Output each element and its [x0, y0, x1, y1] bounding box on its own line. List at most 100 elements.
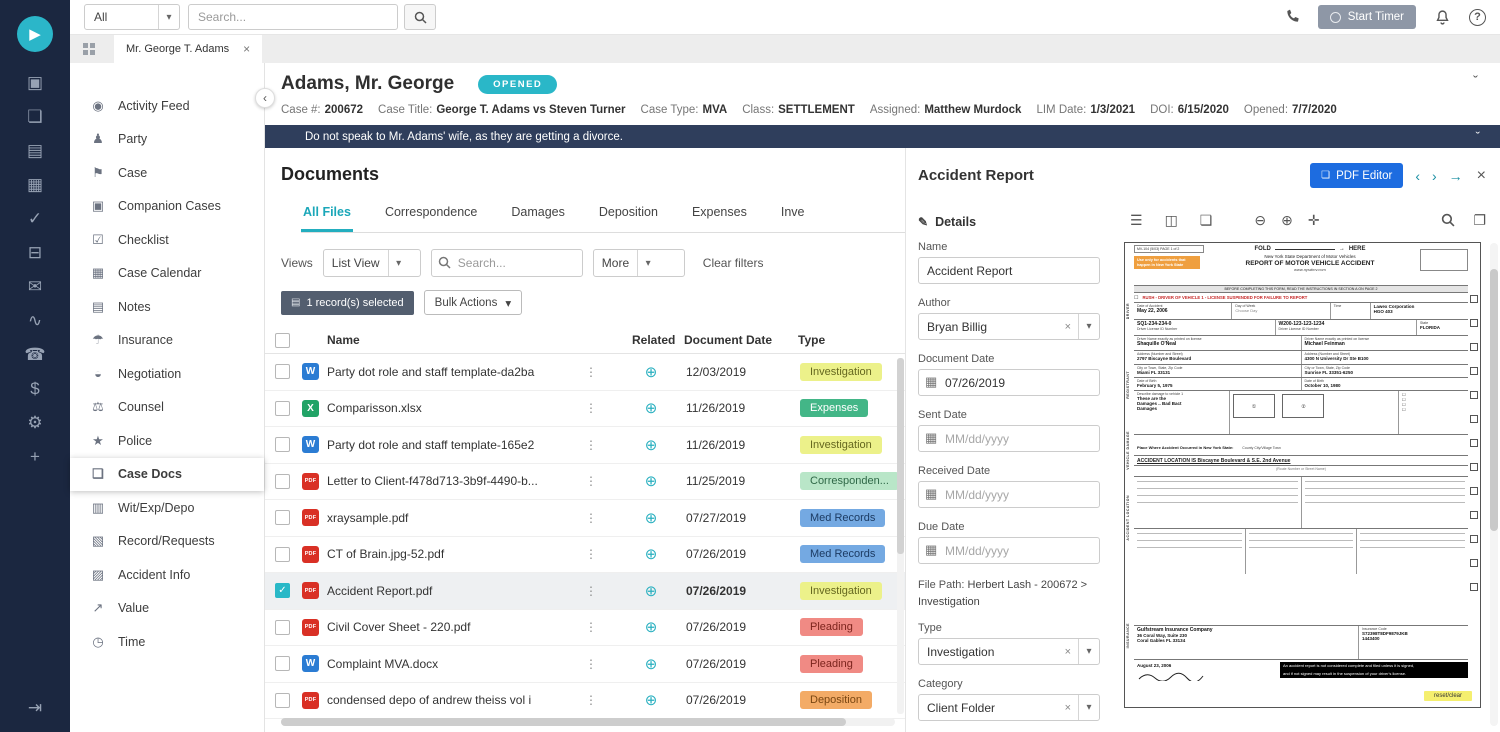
- sidebar-item-insurance[interactable]: ☂ Insurance: [70, 324, 264, 358]
- zoom-in-icon[interactable]: ⊕: [1281, 211, 1293, 228]
- phone-icon[interactable]: [1284, 9, 1300, 25]
- sidebar-item-value[interactable]: ↗ Value: [70, 592, 264, 626]
- sidebar-item-negotiation[interactable]: ◒ Negotiation: [70, 357, 264, 391]
- help-icon[interactable]: ?: [1469, 8, 1486, 26]
- grid-icon[interactable]: [83, 43, 95, 55]
- bell-icon[interactable]: [1434, 9, 1451, 26]
- open-full-icon[interactable]: →: [1448, 167, 1463, 184]
- file-path-value[interactable]: Herbert Lash - 200672 > Investigation: [918, 579, 1088, 609]
- document-name-link[interactable]: Party dot role and staff template-da2ba: [327, 364, 535, 379]
- sidebar-item-activity-feed[interactable]: ◉ Activity Feed: [70, 89, 264, 123]
- row-menu-icon[interactable]: ⋮: [585, 620, 597, 635]
- app-logo[interactable]: ▶: [17, 16, 53, 52]
- close-tab-icon[interactable]: ×: [243, 42, 251, 56]
- chat-icon[interactable]: ✉: [27, 277, 43, 296]
- view-select[interactable]: List View ▾: [322, 249, 421, 277]
- start-timer-button[interactable]: Start Timer: [1317, 5, 1416, 29]
- row-checkbox[interactable]: [275, 400, 290, 416]
- check-circle-icon[interactable]: ✓: [27, 209, 43, 228]
- sidebar-item-police[interactable]: ★ Police: [70, 424, 264, 458]
- row-checkbox[interactable]: [275, 437, 290, 453]
- document-name-link[interactable]: Accident Report.pdf: [327, 583, 433, 598]
- table-row[interactable]: PDF Civil Cover Sheet - 220.pdf ⋮ ⊕ 07/26/20…: [265, 610, 905, 646]
- tab-damages[interactable]: Damages: [511, 205, 565, 219]
- name-input[interactable]: [918, 257, 1100, 284]
- contact-card-icon[interactable]: ▤: [26, 141, 44, 160]
- related-add-icon[interactable]: ⊕: [644, 619, 658, 637]
- pages-icon[interactable]: ❐: [1473, 211, 1486, 228]
- row-checkbox[interactable]: [275, 619, 290, 635]
- table-row[interactable]: W Complaint MVA.docx ⋮ ⊕ 07/26/2019 Pleading: [265, 646, 905, 683]
- reset-clear-button[interactable]: reset/clear: [1423, 691, 1472, 701]
- close-panel-icon[interactable]: ×: [1476, 166, 1486, 184]
- document-name-link[interactable]: Civil Cover Sheet - 220.pdf: [327, 620, 471, 635]
- table-row[interactable]: PDF Letter to Client-f478d713-3b9f-4490-b…: [265, 464, 905, 500]
- document-name-link[interactable]: Party dot role and staff template-165e2: [327, 437, 535, 452]
- row-checkbox[interactable]: [275, 510, 290, 526]
- row-checkbox[interactable]: [275, 473, 290, 489]
- row-checkbox[interactable]: ✓: [275, 583, 290, 599]
- sidebar-item-counsel[interactable]: ⚖ Counsel: [70, 391, 264, 425]
- table-row[interactable]: PDF xraysample.pdf ⋮ ⊕ 07/27/2019 Med Records: [265, 500, 905, 537]
- case-alert-banner[interactable]: Do not speak to Mr. Adams' wife, as they…: [265, 125, 1500, 148]
- briefcase-icon[interactable]: ▣: [26, 73, 44, 92]
- documents-horizontal-scrollbar[interactable]: [281, 718, 895, 726]
- row-menu-icon[interactable]: ⋮: [585, 364, 597, 379]
- row-checkbox[interactable]: [275, 692, 290, 708]
- category-select[interactable]: Client Folder × ▾: [918, 694, 1100, 722]
- sidebar-item-case-docs[interactable]: ❏ Case Docs: [70, 457, 264, 491]
- table-row[interactable]: W Party dot role and staff template-da2ba…: [265, 354, 905, 391]
- row-menu-icon[interactable]: ⋮: [585, 693, 597, 708]
- clear-filters-link[interactable]: Clear filters: [702, 256, 764, 270]
- related-add-icon[interactable]: ⊕: [644, 436, 658, 454]
- sidebar-item-checklist[interactable]: ☑ Checklist: [70, 223, 264, 257]
- related-add-icon[interactable]: ⊕: [644, 582, 658, 600]
- document-name-link[interactable]: Letter to Client-f478d713-3b9f-4490-b...: [327, 474, 538, 489]
- document-name-link[interactable]: CT of Brain.jpg-52.pdf: [327, 547, 445, 562]
- calendar-icon[interactable]: ▦: [26, 175, 44, 194]
- related-add-icon[interactable]: ⊕: [644, 363, 658, 381]
- scope-select[interactable]: All ▾: [84, 4, 180, 30]
- case-tab[interactable]: Mr. George T. Adams ×: [114, 35, 263, 63]
- row-menu-icon[interactable]: ⋮: [585, 656, 597, 671]
- pan-tool-icon[interactable]: ✛: [1307, 211, 1320, 228]
- global-search-input[interactable]: [188, 4, 398, 30]
- zoom-out-icon[interactable]: ⊖: [1254, 211, 1267, 228]
- phone-call-icon[interactable]: ☎: [24, 345, 46, 364]
- document-name-link[interactable]: condensed depo of andrew theiss vol i: [327, 693, 532, 708]
- pdf-editor-button[interactable]: ❏ PDF Editor: [1310, 163, 1404, 188]
- docs-search-input[interactable]: [430, 249, 583, 277]
- row-checkbox[interactable]: [275, 546, 290, 562]
- sidebar-item-case-calendar[interactable]: ▦ Case Calendar: [70, 257, 264, 291]
- collapse-header-icon[interactable]: ˇ: [1473, 73, 1478, 90]
- sidebar-item-companion-cases[interactable]: ▣ Companion Cases: [70, 190, 264, 224]
- tab-all-files[interactable]: All Files: [301, 205, 353, 232]
- logout-icon[interactable]: ⇥: [27, 698, 43, 717]
- sidebar-item-party[interactable]: ♟ Party: [70, 123, 264, 157]
- tab-correspondence[interactable]: Correspondence: [384, 205, 478, 219]
- tab-deposition[interactable]: Deposition: [598, 205, 658, 219]
- type-select[interactable]: Investigation × ▾: [918, 638, 1100, 666]
- document-name-link[interactable]: Complaint MVA.docx: [327, 656, 439, 671]
- row-checkbox[interactable]: [275, 656, 290, 672]
- settings-icon[interactable]: ⚙: [27, 413, 43, 432]
- global-search-button[interactable]: [404, 4, 436, 30]
- documents-vertical-scrollbar[interactable]: [897, 358, 904, 714]
- received-date-input[interactable]: [918, 481, 1100, 508]
- dollar-icon[interactable]: $: [30, 379, 40, 398]
- document-date-input[interactable]: [918, 369, 1100, 396]
- add-icon[interactable]: +: [30, 447, 40, 466]
- author-select[interactable]: Bryan Billig × ▾: [918, 313, 1100, 340]
- sidebar-item-accident-info[interactable]: ▨ Accident Info: [70, 558, 264, 592]
- related-add-icon[interactable]: ⊕: [644, 546, 658, 564]
- document-name-link[interactable]: Comparisson.xlsx: [327, 401, 422, 416]
- sent-date-input[interactable]: [918, 425, 1100, 452]
- bulk-actions-button[interactable]: Bulk Actions ▾: [423, 290, 523, 315]
- document-outline-icon[interactable]: ❏: [1199, 211, 1213, 228]
- related-add-icon[interactable]: ⊕: [644, 400, 658, 418]
- tab-expenses[interactable]: Expenses: [691, 205, 747, 219]
- row-menu-icon[interactable]: ⋮: [585, 510, 597, 525]
- row-menu-icon[interactable]: ⋮: [585, 401, 597, 416]
- row-checkbox[interactable]: [275, 364, 290, 380]
- row-menu-icon[interactable]: ⋮: [585, 437, 597, 452]
